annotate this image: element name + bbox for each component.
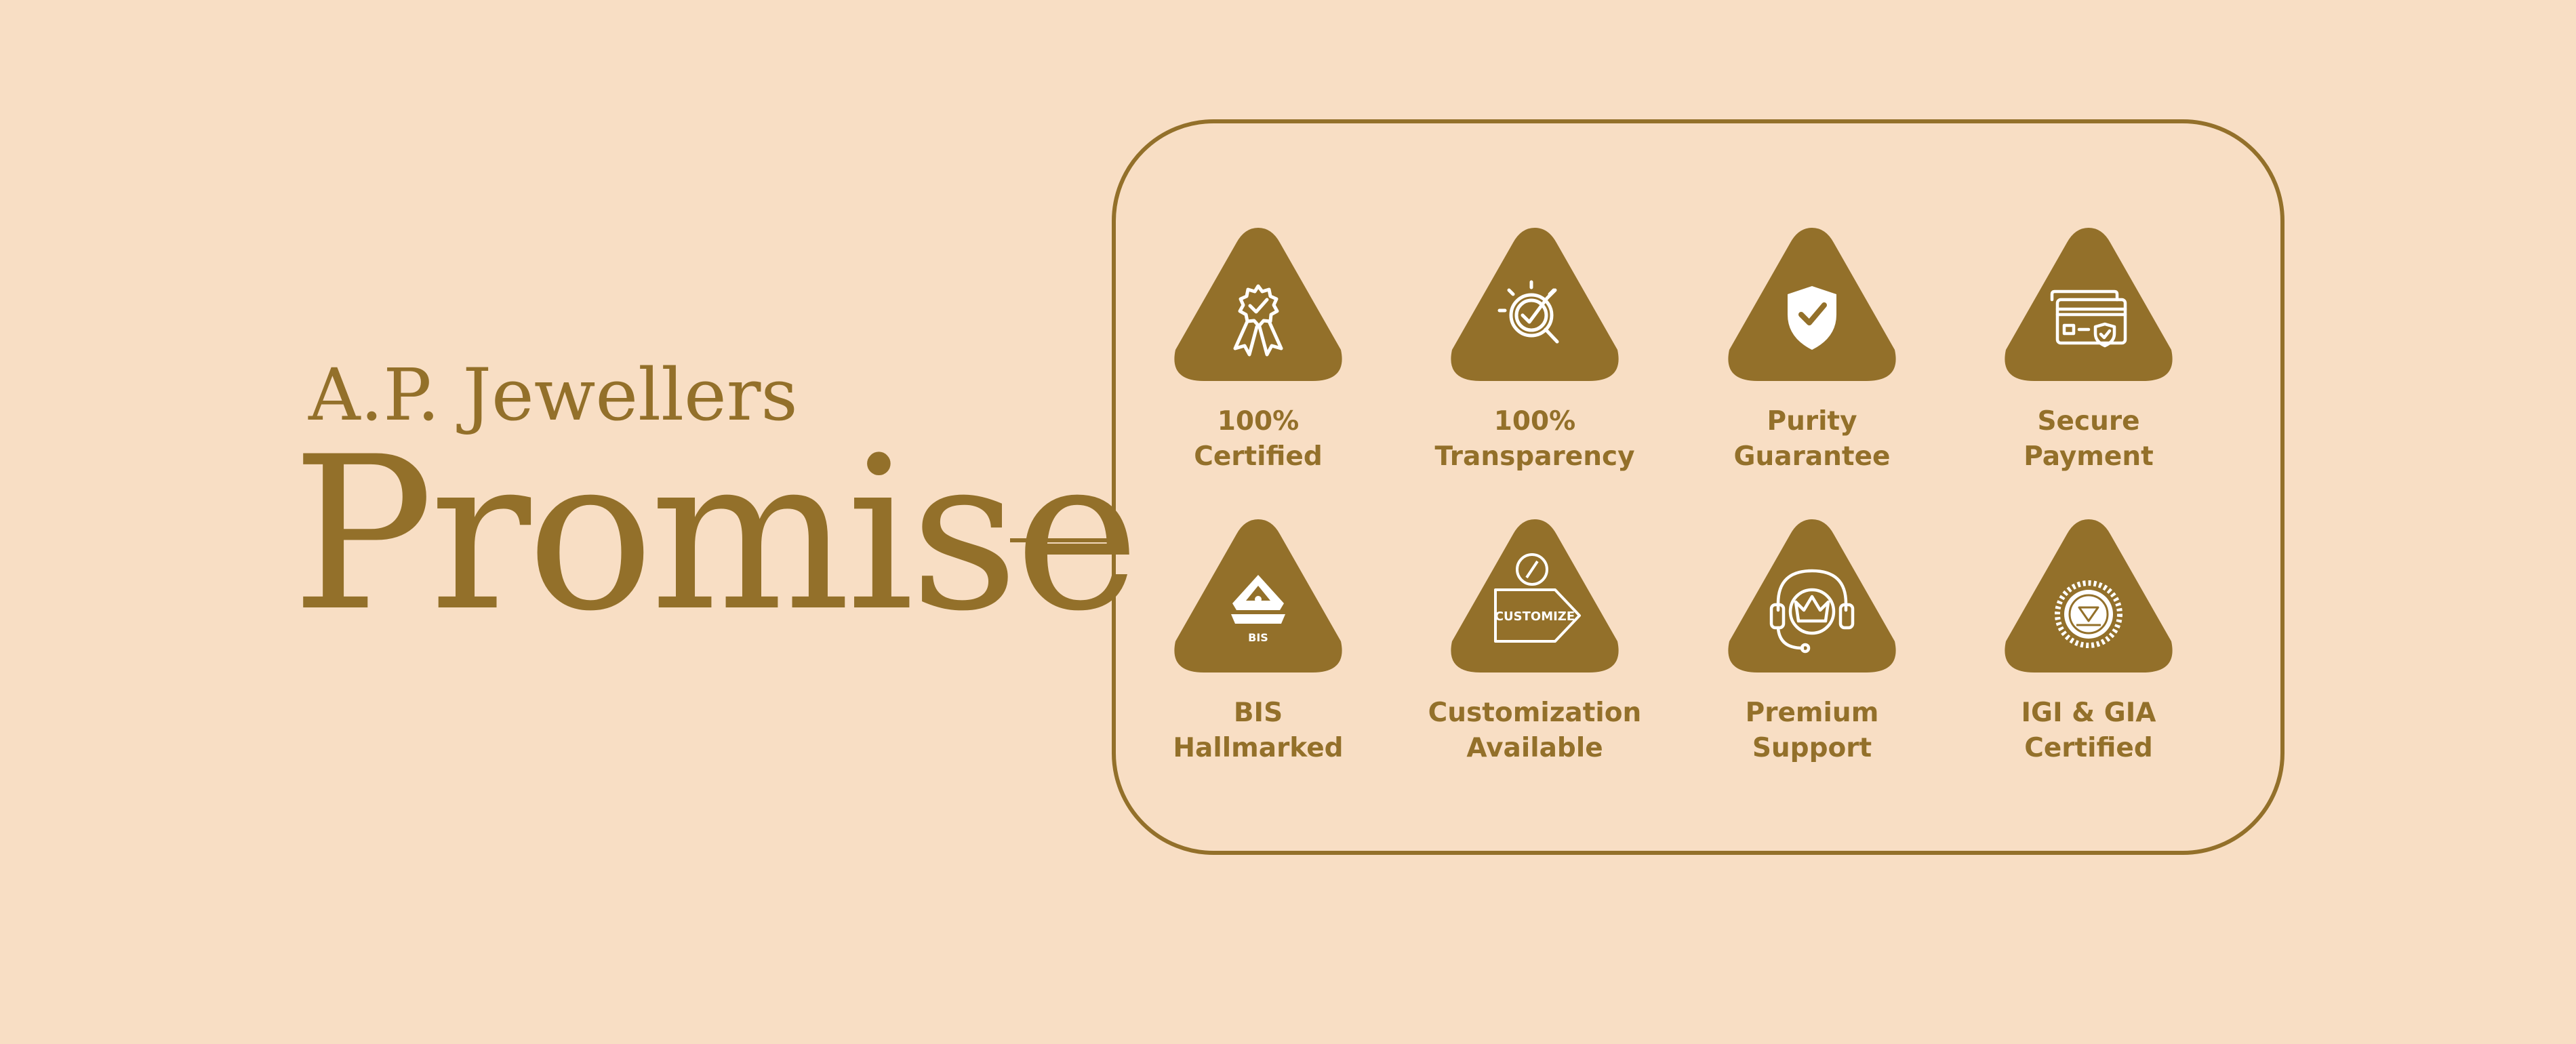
feature-purity: Purity Guarantee — [1670, 224, 1954, 475]
feature-label-line: Purity — [1767, 406, 1857, 437]
feature-label: 100% Transparency — [1392, 404, 1677, 475]
feature-label-line: 100% — [1493, 406, 1576, 437]
feature-secure-payment: Secure Payment — [1946, 224, 2231, 475]
feature-label-line: Premium — [1745, 698, 1879, 728]
feature-label: Secure Payment — [1946, 404, 2231, 475]
feature-label: Purity Guarantee — [1670, 404, 1954, 475]
headset-crown-icon — [1728, 519, 1896, 672]
feature-bis-hallmarked: BIS BIS Hallmarked — [1116, 515, 1401, 766]
feature-label-line: Transparency — [1434, 441, 1635, 472]
shield-check-icon — [1728, 228, 1896, 381]
feature-label-line: Payment — [2024, 441, 2154, 472]
feature-label-line: 100% — [1217, 406, 1300, 437]
feature-customization: CUSTOMIZE Customization Available — [1392, 515, 1677, 766]
feature-label-line: Secure — [2037, 406, 2140, 437]
feature-label-line: Customization — [1428, 698, 1642, 728]
credit-card-shield-icon — [2005, 228, 2173, 381]
feature-label: 100% Certified — [1116, 404, 1401, 475]
magnifier-check-icon — [1451, 228, 1619, 381]
feature-igi-gia: IGI & GIA Certified — [1946, 515, 2231, 766]
connector-line — [1010, 538, 1113, 542]
feature-label: IGI & GIA Certified — [1946, 696, 2231, 766]
feature-label: BIS Hallmarked — [1116, 696, 1401, 766]
feature-label-line: Hallmarked — [1173, 733, 1344, 763]
brand-name: A.P. Jewellers — [308, 353, 798, 437]
feature-label-line: BIS — [1233, 698, 1283, 728]
award-ribbon-icon — [1174, 228, 1342, 381]
certification-seal-icon — [2005, 519, 2173, 672]
feature-label-line: Certified — [2024, 733, 2153, 763]
feature-label: Customization Available — [1392, 696, 1677, 766]
feature-label: Premium Support — [1670, 696, 1954, 766]
feature-transparency: 100% Transparency — [1392, 224, 1677, 475]
bis-hallmark-icon: BIS — [1174, 519, 1342, 672]
feature-label-line: Support — [1752, 733, 1872, 763]
feature-label-line: Certified — [1194, 441, 1323, 472]
customize-icon-text: CUSTOMIZE — [1495, 609, 1575, 624]
feature-label-line: IGI & GIA — [2021, 698, 2156, 728]
feature-premium-support: Premium Support — [1670, 515, 1954, 766]
bis-icon-text: BIS — [1248, 631, 1268, 644]
feature-certified: 100% Certified — [1116, 224, 1401, 475]
promise-panel: 100% Certified 100% Transparency — [1112, 119, 2285, 855]
feature-label-line: Guarantee — [1733, 441, 1891, 472]
feature-label-line: Available — [1466, 733, 1603, 763]
customize-tag-icon: CUSTOMIZE — [1451, 519, 1619, 672]
promise-title: Promise — [291, 411, 1140, 658]
